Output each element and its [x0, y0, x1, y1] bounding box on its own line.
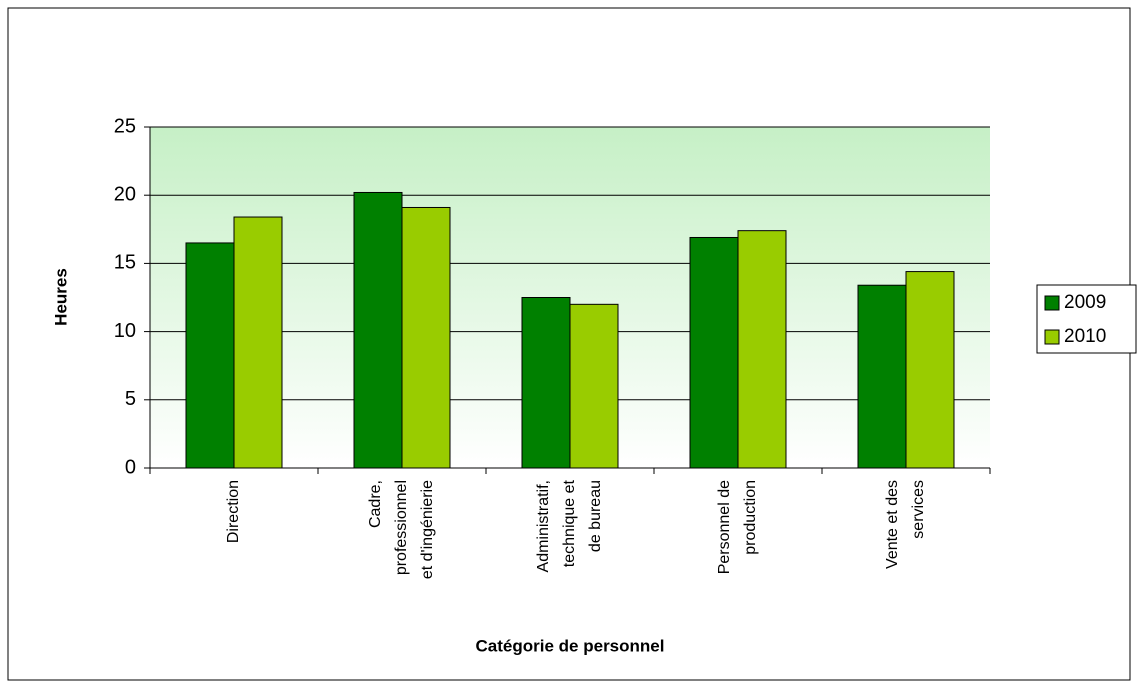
legend-swatch — [1044, 295, 1060, 311]
y-tick-label: 10 — [114, 320, 136, 342]
y-tick-label: 0 — [125, 456, 136, 478]
y-tick-label: 25 — [114, 115, 136, 137]
x-tick-label: et d'ingénierie — [419, 480, 436, 579]
bar — [689, 236, 739, 469]
x-tick-label: Personnel de — [716, 480, 733, 574]
legend-swatch — [1044, 329, 1060, 345]
x-tick-label: services — [910, 480, 927, 539]
legend-label: 2010 — [1064, 326, 1106, 347]
bar — [905, 271, 955, 469]
bar — [233, 216, 283, 469]
x-axis-title: Catégorie de personnel — [476, 636, 665, 655]
bar — [401, 206, 451, 469]
bar — [857, 284, 907, 469]
x-tick-label: Administratif, — [535, 480, 552, 572]
bar — [569, 303, 619, 469]
y-tick-label: 15 — [114, 252, 136, 274]
bar — [737, 230, 787, 469]
x-tick-label: Cadre, — [367, 480, 384, 528]
x-tick-label: production — [742, 480, 759, 555]
y-axis-title: Heures — [51, 268, 70, 326]
x-tick-label: Vente et des — [884, 480, 901, 569]
y-tick-label: 20 — [114, 183, 136, 205]
legend-label: 2009 — [1064, 292, 1106, 313]
bar — [521, 297, 571, 469]
x-tick-label: Direction — [225, 480, 242, 543]
bar — [353, 191, 403, 469]
y-tick-label: 5 — [125, 388, 136, 410]
bar — [185, 242, 235, 469]
x-tick-label: professionnel — [393, 480, 410, 575]
x-tick-label: technique et — [561, 479, 578, 567]
x-tick-label: de bureau — [587, 480, 604, 552]
